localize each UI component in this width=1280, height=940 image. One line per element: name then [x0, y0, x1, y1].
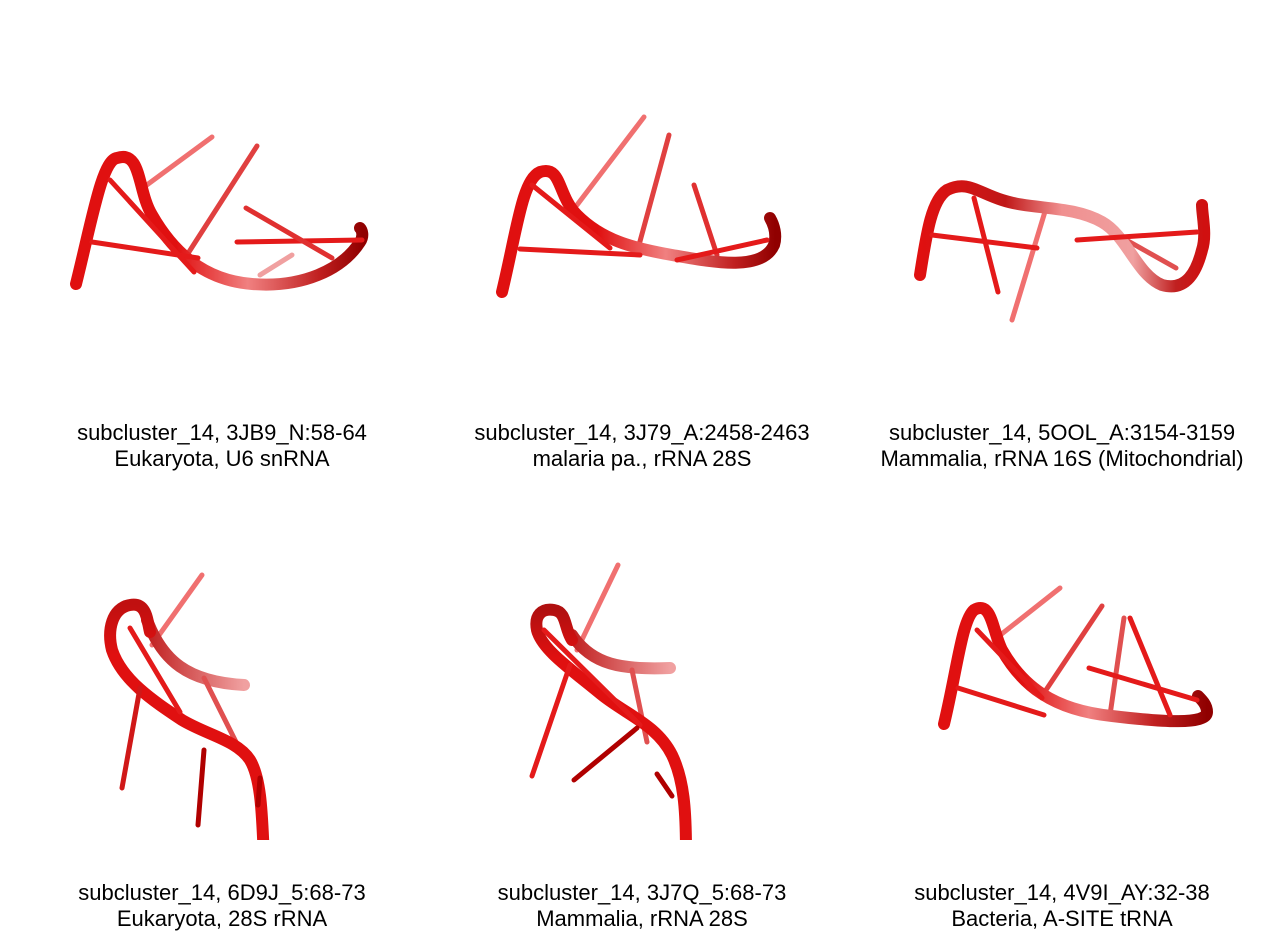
caption-title: subcluster_14, 3JB9_N:58-64 [77, 420, 367, 445]
rna-structure-render [70, 134, 369, 291]
caption-subtitle: Eukaryota, U6 snRNA [114, 446, 330, 471]
panel-caption: subcluster_14, 4V9I_AY:32-38 Bacteria, A… [852, 880, 1272, 932]
rna-structure-render [529, 562, 692, 840]
panel-caption: subcluster_14, 3JB9_N:58-64 Eukaryota, U… [12, 420, 432, 472]
rna-structure-render [914, 180, 1211, 323]
rna-structure-render [104, 572, 270, 840]
rna-structure-render [496, 114, 782, 298]
caption-subtitle: malaria pa., rRNA 28S [532, 446, 752, 471]
structure-panel-3: subcluster_14, 5OOL_A:3154-3159 Mammalia… [852, 0, 1272, 471]
caption-title: subcluster_14, 4V9I_AY:32-38 [914, 880, 1210, 905]
structure-panel-1: subcluster_14, 3JB9_N:58-64 Eukaryota, U… [12, 0, 432, 471]
caption-subtitle: Mammalia, rRNA 16S (Mitochondrial) [880, 446, 1244, 471]
structure-panel-5: subcluster_14, 3J7Q_5:68-73 Mammalia, rR… [432, 460, 852, 931]
structure-panel-6: subcluster_14, 4V9I_AY:32-38 Bacteria, A… [852, 460, 1272, 931]
panel-caption: subcluster_14, 5OOL_A:3154-3159 Mammalia… [852, 420, 1272, 472]
caption-subtitle: Eukaryota, 28S rRNA [116, 906, 328, 931]
caption-title: subcluster_14, 6D9J_5:68-73 [78, 880, 366, 905]
caption-title: subcluster_14, 3J7Q_5:68-73 [497, 880, 787, 905]
caption-title: subcluster_14, 3J79_A:2458-2463 [474, 420, 810, 445]
panel-caption: subcluster_14, 6D9J_5:68-73 Eukaryota, 2… [12, 880, 432, 932]
caption-subtitle: Bacteria, A-SITE tRNA [951, 906, 1173, 931]
rna-structure-render [938, 585, 1214, 730]
caption-title: subcluster_14, 5OOL_A:3154-3159 [888, 420, 1236, 445]
panel-caption: subcluster_14, 3J79_A:2458-2463 malaria … [432, 420, 852, 472]
caption-subtitle: Mammalia, rRNA 28S [536, 906, 748, 931]
structure-panel-4: subcluster_14, 6D9J_5:68-73 Eukaryota, 2… [12, 460, 432, 931]
panel-caption: subcluster_14, 3J7Q_5:68-73 Mammalia, rR… [432, 880, 852, 932]
structure-panel-2: subcluster_14, 3J79_A:2458-2463 malaria … [432, 0, 852, 471]
